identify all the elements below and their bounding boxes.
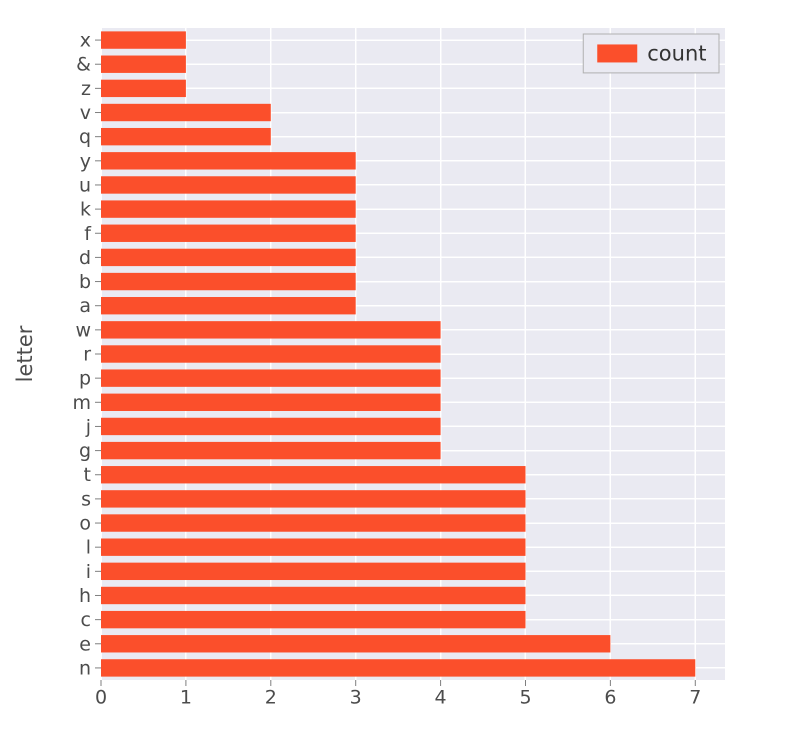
legend-swatch (597, 44, 637, 62)
y-tick-label: q (79, 126, 91, 148)
y-tick-label: j (85, 416, 91, 438)
x-tick-label: 7 (689, 687, 701, 709)
y-tick-label: t (84, 464, 91, 486)
x-tick-label: 5 (519, 687, 531, 709)
y-tick-label: m (72, 392, 91, 414)
y-tick-label: d (79, 247, 91, 269)
y-tick-label: b (79, 271, 91, 293)
y-tick-label: c (81, 609, 91, 631)
bar (101, 104, 271, 121)
bar (101, 538, 525, 555)
x-tick-label: 6 (604, 687, 616, 709)
x-tick-label: 4 (435, 687, 447, 709)
bar (101, 514, 525, 531)
y-tick-label: y (80, 150, 91, 172)
bar (101, 490, 525, 507)
y-tick-label: h (79, 585, 91, 607)
bar (101, 249, 356, 266)
bar (101, 128, 271, 145)
y-tick-label: i (86, 561, 91, 583)
y-tick-label: u (79, 174, 91, 196)
bar (101, 466, 525, 483)
letter-count-chart: 01234567x&zvqyukfdbawrpmjgtsolihcenlette… (0, 0, 790, 738)
bar (101, 418, 441, 435)
y-tick-label: s (81, 488, 91, 510)
bar (101, 176, 356, 193)
x-tick-label: 3 (350, 687, 362, 709)
bar (101, 635, 610, 652)
y-tick-label: p (79, 368, 91, 390)
bar (101, 321, 441, 338)
y-tick-label: x (80, 30, 91, 52)
bar (101, 369, 441, 386)
y-tick-label: r (83, 344, 91, 366)
bar (101, 56, 186, 73)
bar (101, 273, 356, 290)
y-tick-label: w (75, 319, 91, 341)
y-tick-label: z (81, 78, 91, 100)
bar (101, 587, 525, 604)
bar (101, 442, 441, 459)
y-tick-label: l (86, 537, 91, 559)
bar (101, 611, 525, 628)
legend: count (583, 34, 719, 73)
y-tick-label: o (79, 513, 91, 535)
y-tick-label: k (80, 199, 91, 221)
x-tick-label: 0 (95, 687, 107, 709)
y-tick-label: v (80, 102, 91, 124)
bar (101, 80, 186, 97)
y-axis-label: letter (13, 325, 37, 382)
bar (101, 345, 441, 362)
bar (101, 225, 356, 242)
chart-svg: 01234567x&zvqyukfdbawrpmjgtsolihcenlette… (0, 0, 790, 738)
bar (101, 394, 441, 411)
y-tick-label: & (76, 54, 91, 76)
x-tick-label: 2 (265, 687, 277, 709)
bar (101, 563, 525, 580)
y-tick-label: g (79, 440, 91, 462)
bar (101, 31, 186, 48)
bar (101, 297, 356, 314)
bar (101, 200, 356, 217)
y-tick-label: a (79, 295, 91, 317)
legend-label: count (647, 41, 706, 65)
x-tick-label: 1 (180, 687, 192, 709)
y-tick-label: e (79, 633, 91, 655)
bar (101, 152, 356, 169)
bar (101, 659, 695, 676)
y-tick-label: n (79, 657, 91, 679)
